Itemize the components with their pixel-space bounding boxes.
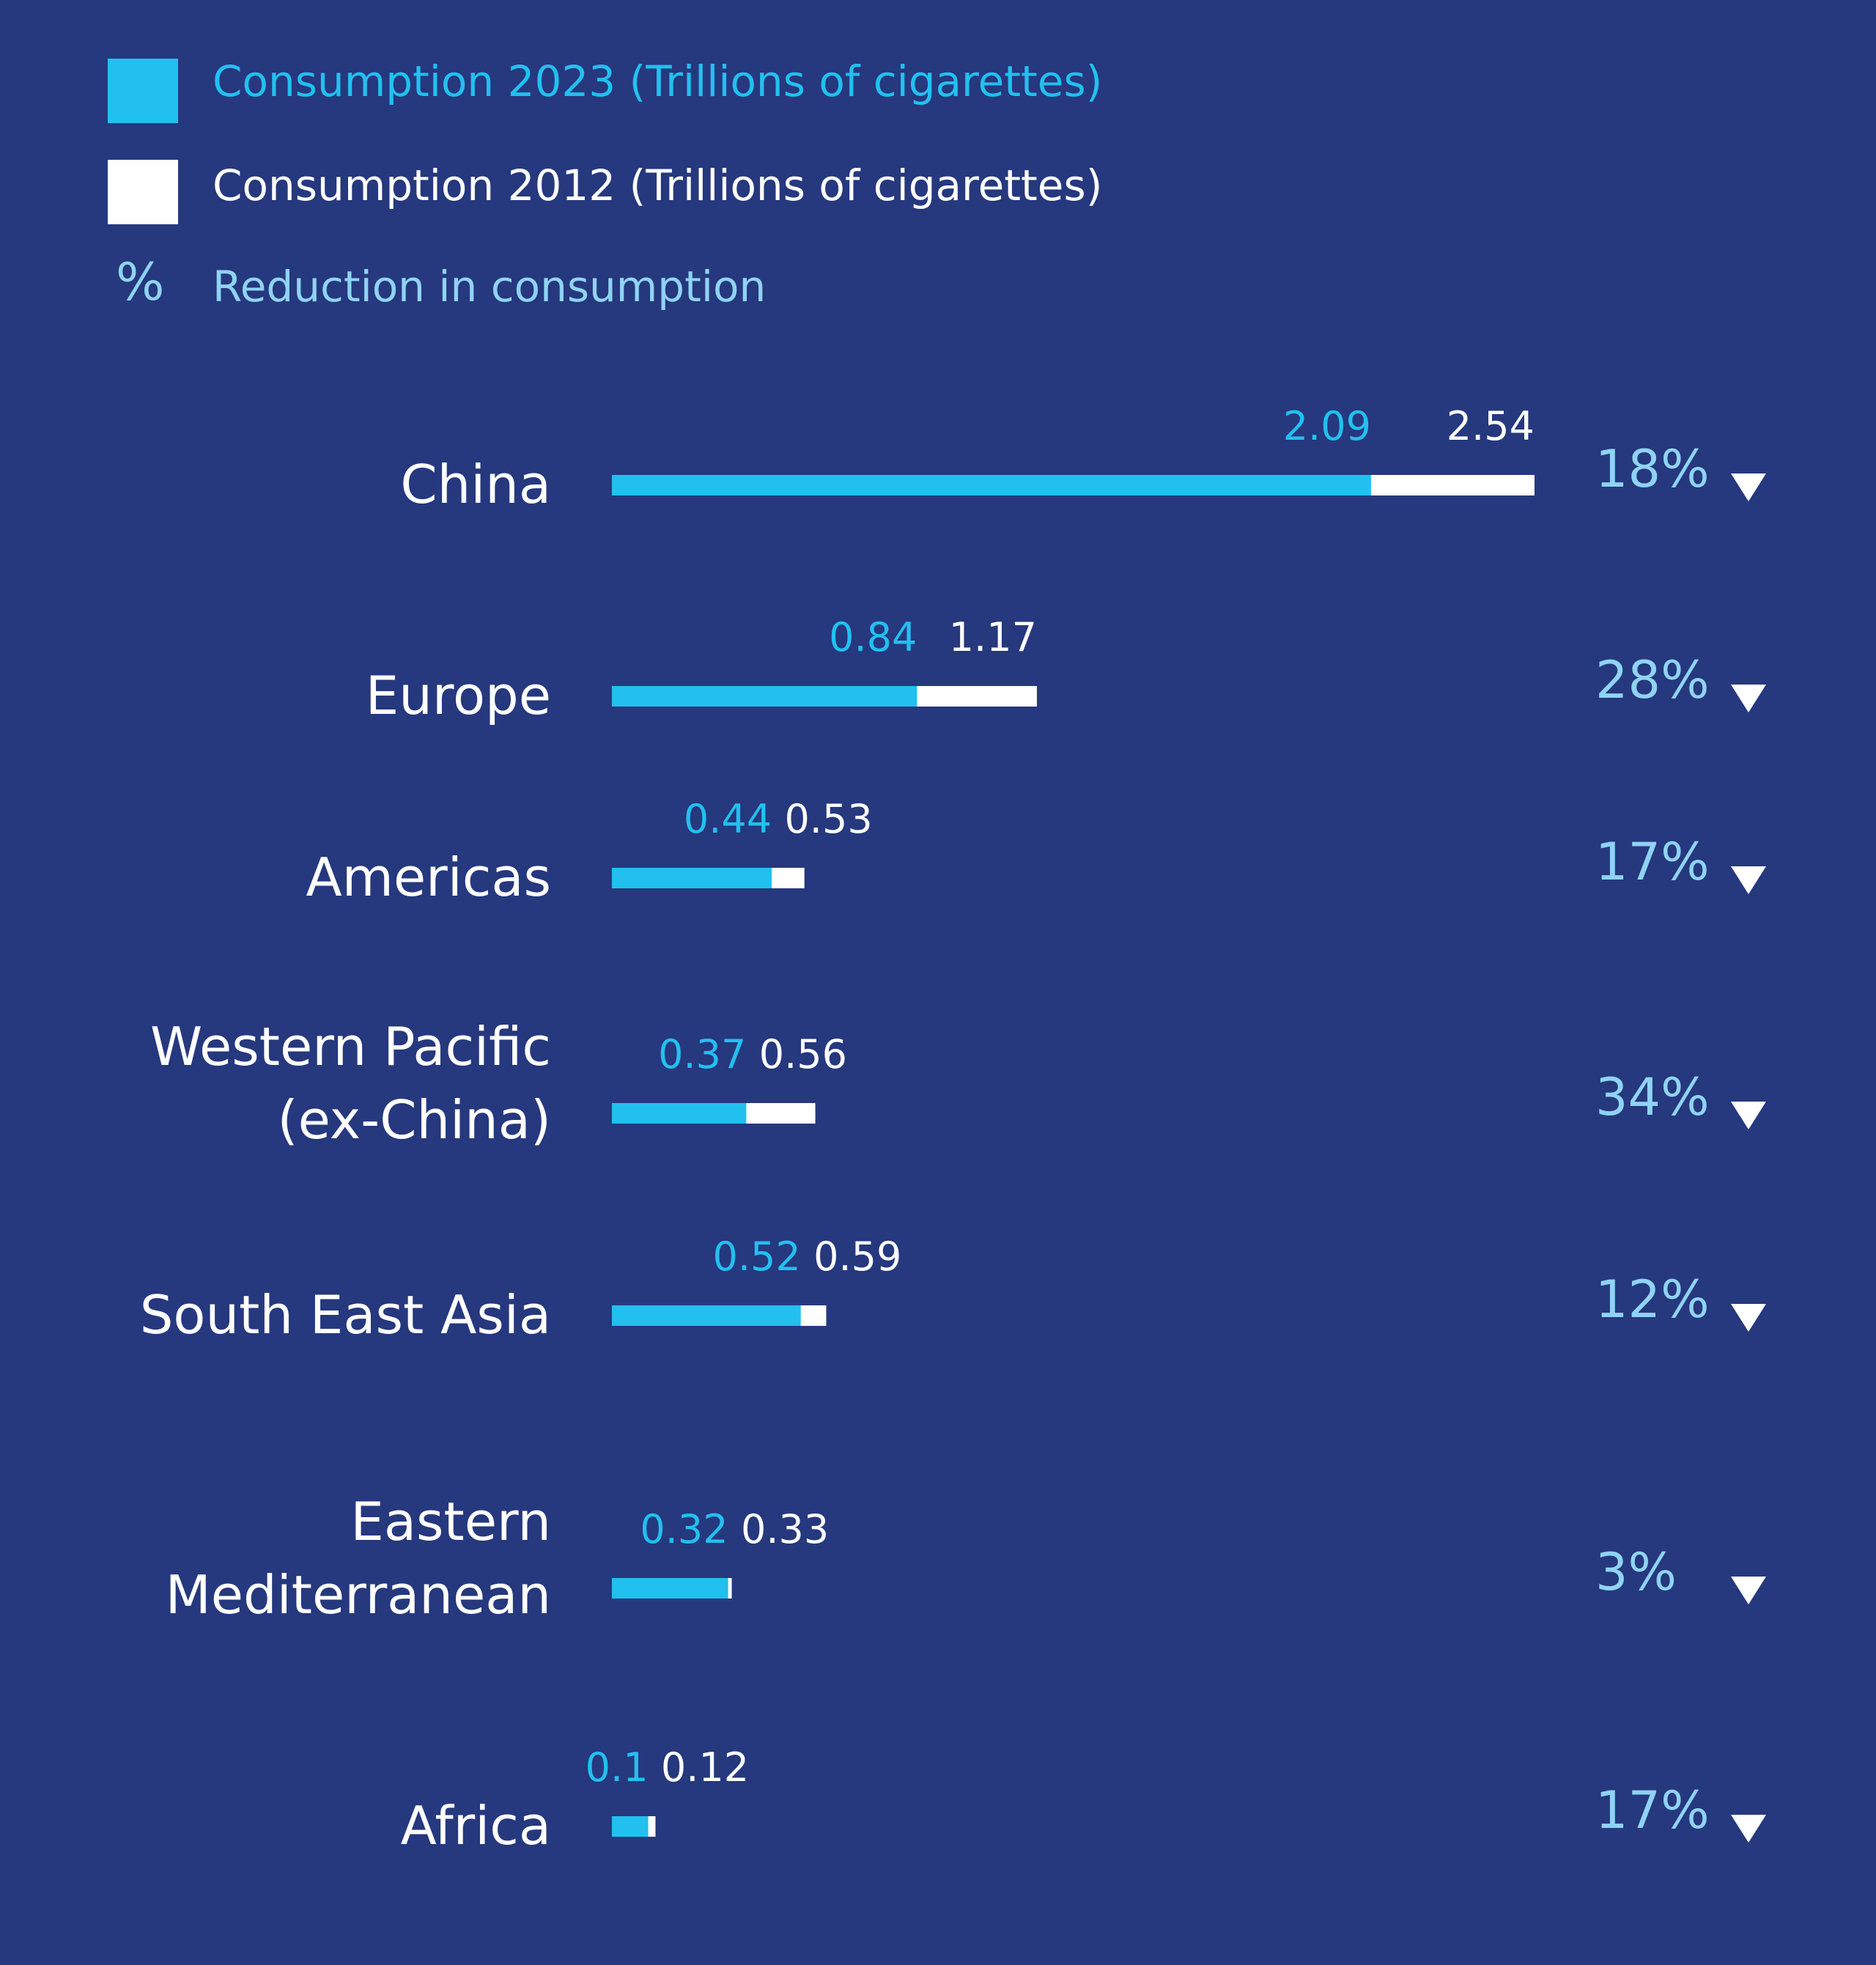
category-label: Eastern Mediterranean xyxy=(166,1491,551,1626)
legend-percent-symbol: % xyxy=(116,252,165,312)
down-arrow-icon xyxy=(1731,1815,1766,1843)
category-label: Western Pacific (ex-China) xyxy=(150,1016,551,1151)
value-label-2023: 0.52 xyxy=(713,1234,801,1280)
down-arrow-icon xyxy=(1731,1304,1766,1332)
legend-label-2012: Consumption 2012 (Trillions of cigarette… xyxy=(213,161,1103,210)
value-label-2023: 2.09 xyxy=(1283,403,1371,449)
reduction-label: 18% xyxy=(1595,439,1710,499)
legend-label-reduction: Reduction in consumption xyxy=(213,262,767,311)
down-arrow-icon xyxy=(1731,1577,1766,1604)
value-label-2023: 0.1 xyxy=(586,1744,649,1791)
reduction-label: 3% xyxy=(1595,1542,1677,1602)
value-label-2012: 0.56 xyxy=(759,1031,847,1077)
category-label: South East Asia xyxy=(140,1284,551,1346)
value-label-2012: 2.54 xyxy=(1447,403,1535,449)
down-arrow-icon xyxy=(1731,685,1766,712)
bar-2023 xyxy=(612,475,1371,495)
value-label-2012: 1.17 xyxy=(949,614,1037,660)
legend-swatch-2023 xyxy=(108,59,178,123)
bar-2023 xyxy=(612,1305,801,1326)
bar-2023 xyxy=(612,686,917,707)
reduction-label: 12% xyxy=(1595,1269,1710,1330)
bar-2023 xyxy=(612,1578,728,1599)
value-label-2023: 0.44 xyxy=(684,796,772,842)
value-label-2023: 0.37 xyxy=(658,1031,746,1077)
value-label-2012: 0.12 xyxy=(661,1744,749,1791)
value-label-2012: 0.33 xyxy=(741,1506,829,1552)
reduction-label: 28% xyxy=(1595,650,1710,710)
down-arrow-icon xyxy=(1731,866,1766,894)
reduction-label: 34% xyxy=(1595,1067,1710,1127)
bar-2023 xyxy=(612,868,772,888)
reduction-label: 17% xyxy=(1595,832,1710,892)
legend-swatch-2012 xyxy=(108,160,178,224)
bar-2023 xyxy=(612,1816,649,1837)
category-label: Americas xyxy=(306,847,551,908)
bar-2023 xyxy=(612,1103,747,1124)
category-label: Africa xyxy=(401,1795,551,1857)
reduction-label: 17% xyxy=(1595,1780,1710,1840)
category-label: China xyxy=(400,454,551,515)
category-label: Europe xyxy=(366,665,551,726)
legend-label-2023: Consumption 2023 (Trillions of cigarette… xyxy=(213,56,1103,106)
value-label-2012: 0.53 xyxy=(784,796,872,842)
value-label-2012: 0.59 xyxy=(813,1234,901,1280)
down-arrow-icon xyxy=(1731,473,1766,501)
down-arrow-icon xyxy=(1731,1102,1766,1129)
value-label-2023: 0.32 xyxy=(640,1506,728,1552)
value-label-2023: 0.84 xyxy=(829,614,917,660)
